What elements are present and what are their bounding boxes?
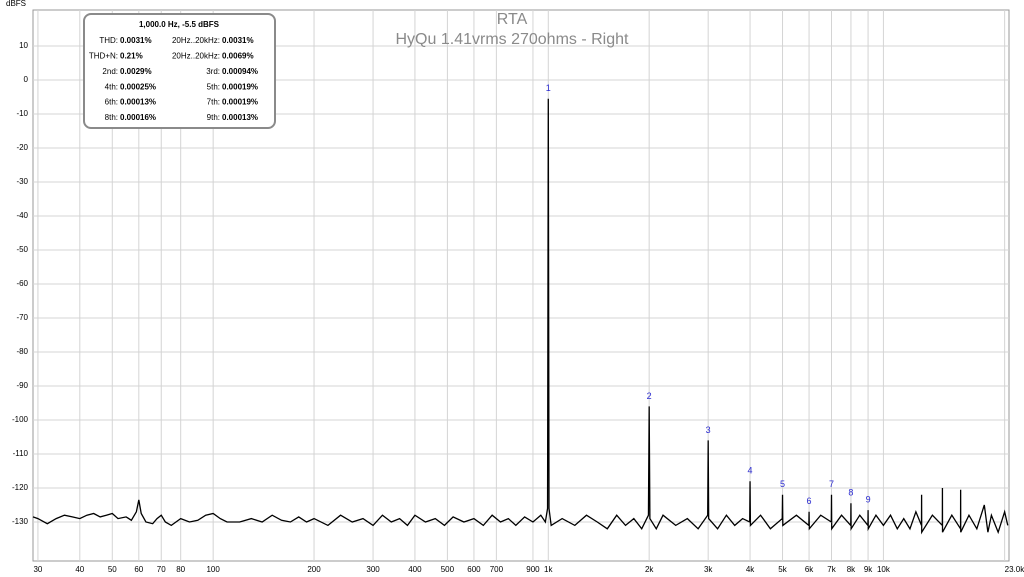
x-tick-label: 70 [157, 565, 166, 574]
chart-subtitle: HyQu 1.41vrms 270ohms - Right [396, 31, 630, 48]
info-value: 0.00019% [222, 82, 258, 91]
info-value: 0.00019% [222, 98, 258, 107]
info-header: 1,000.0 Hz, -5.5 dBFS [139, 20, 220, 29]
x-tick-label: 2k [645, 565, 654, 574]
y-tick-label: -90 [16, 381, 28, 390]
x-tick-label: 6k [805, 565, 814, 574]
x-tick-label: 600 [467, 565, 481, 574]
info-label: THD+N: [89, 52, 118, 61]
harmonic-marker: 3 [706, 425, 711, 435]
harmonic-marker: 8 [848, 488, 853, 498]
info-box-frame [83, 13, 276, 129]
info-label: 6th: [105, 98, 118, 107]
y-tick-label: -30 [16, 177, 28, 186]
x-tick-label: 40 [75, 565, 84, 574]
info-value: 0.0031% [222, 36, 254, 45]
plot: 1 2 3 4 5 6 7 8 9 [32, 83, 1009, 535]
y-tick-label: -60 [16, 279, 28, 288]
info-label: 3rd: [206, 67, 220, 76]
grid: 100-10-20-30-40-50-60-70-80-90-100-110-1… [12, 10, 1024, 574]
info-box: 1,000.0 Hz, -5.5 dBFS THD: 0.0031% 20Hz..2… [83, 13, 276, 129]
x-tick-label: 4k [746, 565, 755, 574]
x-tick-label: 8k [847, 565, 856, 574]
y-tick-label: -10 [16, 109, 28, 118]
info-value: 0.0069% [222, 52, 254, 61]
harmonic-marker: 9 [866, 494, 871, 504]
chart-title: RTA [497, 11, 528, 28]
x-tick-label: 60 [134, 565, 143, 574]
x-tick-label: 7k [827, 565, 836, 574]
y-tick-label: -40 [16, 211, 28, 220]
x-tick-label: 23.0k Hz [1005, 565, 1024, 574]
x-tick-label: 80 [176, 565, 185, 574]
info-label: 20Hz..20kHz: [172, 36, 220, 45]
info-value: 0.00094% [222, 67, 258, 76]
harmonic-marker: 4 [748, 466, 753, 476]
y-axis-label: dBFS [6, 0, 26, 8]
x-tick-label: 200 [307, 565, 321, 574]
x-tick-label: 900 [526, 565, 540, 574]
y-tick-label: -50 [16, 245, 28, 254]
info-value: 0.00025% [120, 82, 156, 91]
info-value: 0.00013% [120, 98, 156, 107]
info-label: 20Hz..20kHz: [172, 52, 220, 61]
y-tick-label: -80 [16, 347, 28, 356]
x-tick-label: 500 [441, 565, 455, 574]
y-tick-label: -100 [12, 415, 29, 424]
x-tick-label: 1k [544, 565, 553, 574]
info-label: THD: [99, 36, 118, 45]
x-tick-label: 3k [704, 565, 713, 574]
y-tick-label: -110 [13, 449, 29, 458]
spectrum-line [32, 98, 1009, 535]
harmonic-marker: 6 [807, 496, 812, 506]
info-label: 4th: [105, 82, 118, 91]
info-value: 0.21% [120, 52, 143, 61]
x-tick-label: 50 [108, 565, 117, 574]
y-tick-label: -120 [12, 483, 29, 492]
info-label: 2nd: [102, 67, 118, 76]
harmonic-marker: 2 [647, 391, 652, 401]
x-tick-label: 30 [33, 565, 42, 574]
info-value: 0.0031% [120, 36, 152, 45]
info-label: 5th: [207, 82, 220, 91]
y-tick-label: -130 [12, 517, 29, 526]
x-tick-label: 10k [877, 565, 891, 574]
y-tick-label: 0 [24, 75, 29, 84]
info-label: 8th: [105, 113, 118, 122]
info-value: 0.00016% [120, 113, 156, 122]
x-tick-label: 9k [864, 565, 873, 574]
info-value: 0.0029% [120, 67, 152, 76]
y-tick-label: 10 [19, 41, 28, 50]
harmonic-marker: 7 [829, 479, 834, 489]
info-value: 0.00013% [222, 113, 258, 122]
harmonic-marker: 1 [546, 83, 551, 93]
x-tick-label: 100 [206, 565, 220, 574]
y-tick-label: -20 [16, 143, 28, 152]
y-tick-label: -70 [16, 313, 28, 322]
x-tick-label: 5k [778, 565, 787, 574]
info-label: 7th: [207, 98, 220, 107]
harmonic-marker: 5 [780, 479, 785, 489]
info-label: 9th: [207, 113, 220, 122]
x-tick-label: 700 [490, 565, 504, 574]
x-tick-label: 400 [408, 565, 422, 574]
x-tick-label: 300 [366, 565, 380, 574]
